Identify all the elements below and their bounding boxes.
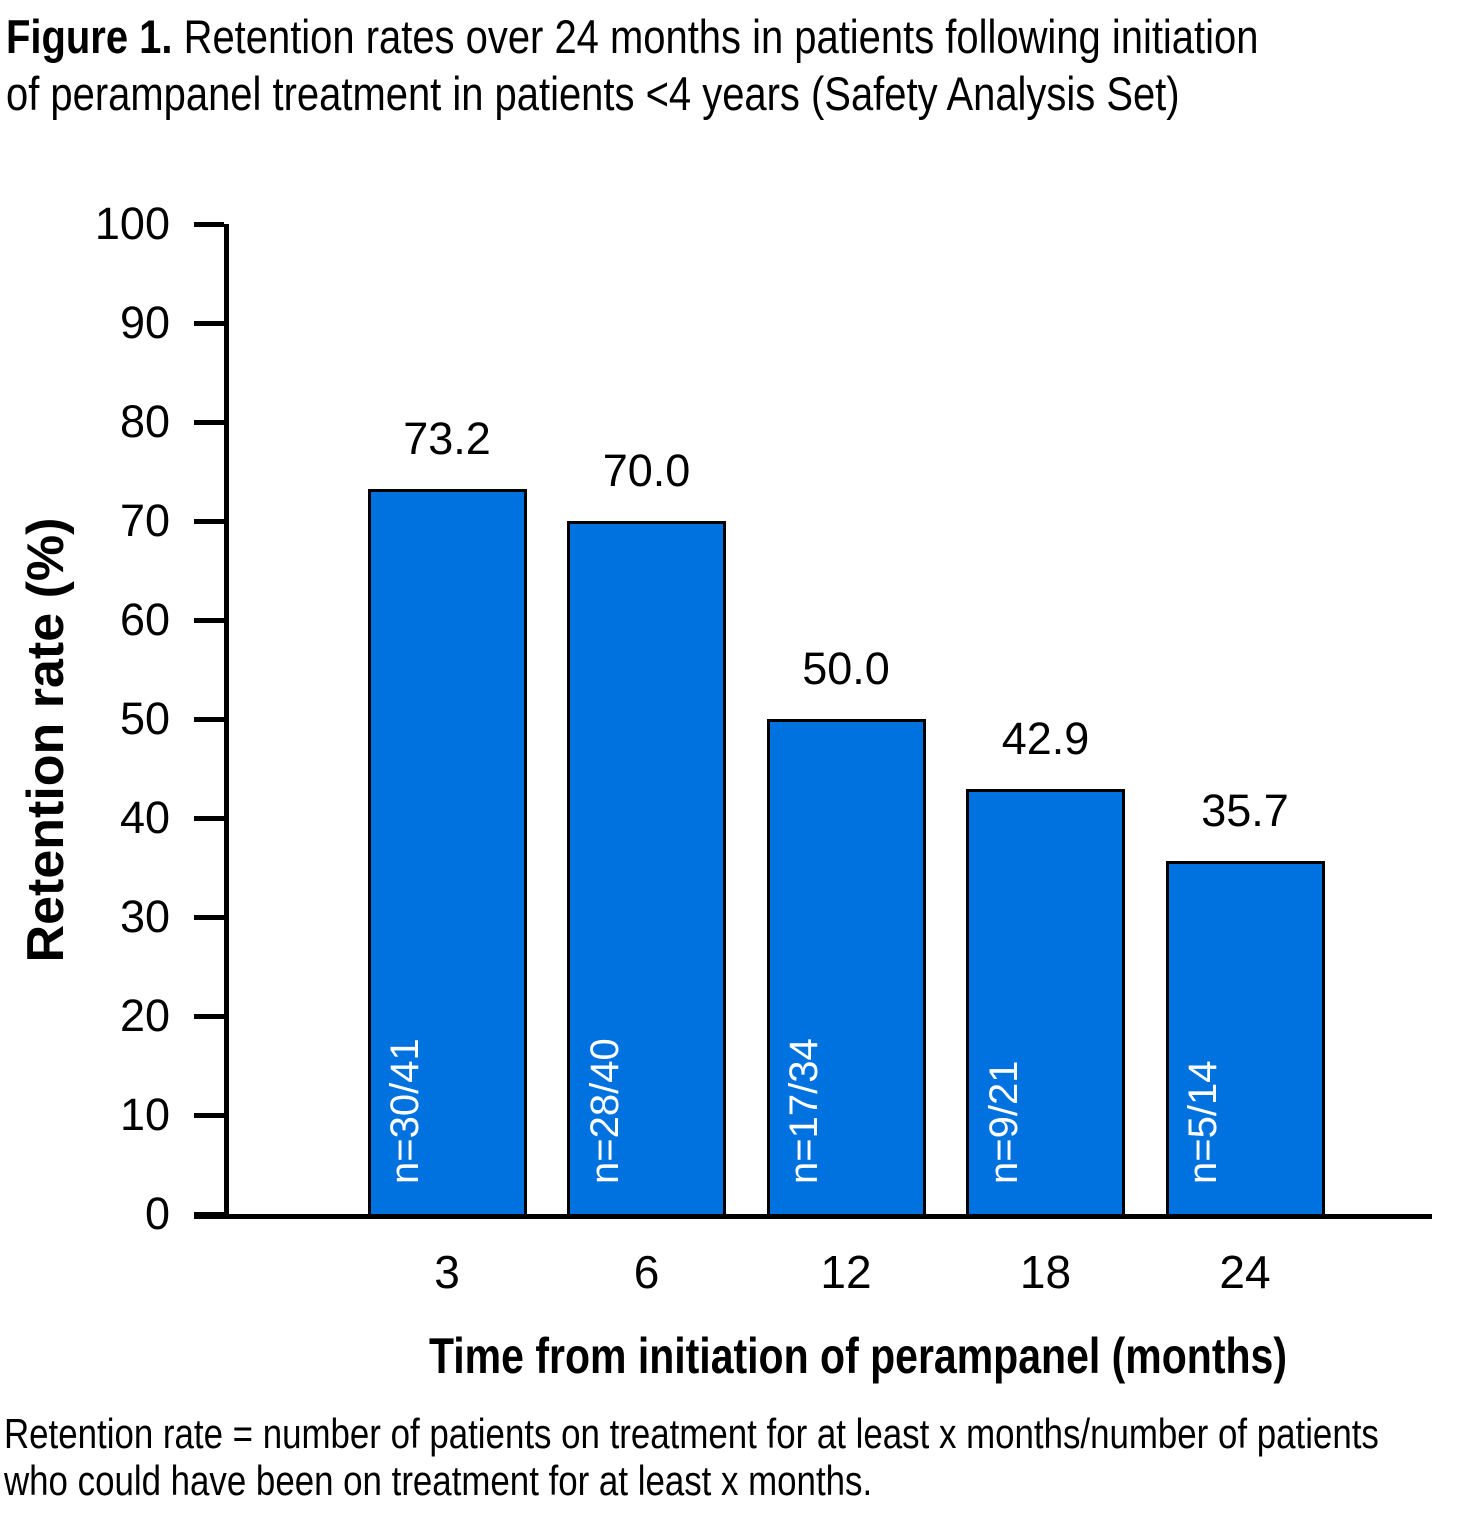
y-tick-label: 40: [119, 792, 170, 843]
y-tick: [194, 320, 224, 326]
x-tick-label: 3: [434, 1246, 460, 1298]
y-tick: [194, 1211, 224, 1217]
bar-n-label-wrap: n=17/34: [782, 1038, 971, 1184]
y-tick-label: 60: [119, 594, 170, 645]
y-tick-label: 10: [119, 1089, 170, 1140]
bar-n-label: n=17/34: [782, 1038, 826, 1184]
x-tick-label: 24: [1219, 1246, 1271, 1298]
y-tick-label: 30: [119, 891, 170, 942]
bar-n-label-wrap: n=9/21: [982, 1061, 1148, 1184]
figure-title-line2: of perampanel treatment in patients <4 y…: [6, 67, 1180, 120]
figure-title-text: Retention rates over 24 months in patien…: [172, 10, 1259, 63]
y-tick: [194, 518, 224, 524]
bar-6-months: [567, 521, 726, 1214]
bar-n-label-wrap: n=28/40: [583, 1038, 772, 1184]
footnote: Retention rate = number of patients on t…: [4, 1410, 1465, 1504]
x-tick-label: 12: [820, 1246, 872, 1298]
y-tick: [194, 617, 224, 623]
bar-value-label: 42.9: [1001, 713, 1090, 765]
y-tick-label: 80: [119, 396, 170, 447]
bar-value-label: 50.0: [802, 643, 890, 694]
footnote-line1: Retention rate = number of patients on t…: [4, 1410, 1379, 1457]
y-tick: [194, 419, 224, 425]
y-tick: [194, 914, 224, 920]
y-tick-label: 70: [119, 495, 170, 546]
bar-n-label: n=9/21: [981, 1060, 1026, 1184]
y-tick: [194, 1013, 224, 1019]
y-tick: [194, 221, 224, 227]
bar-n-label-wrap: n=30/41: [383, 1038, 572, 1184]
bar-3-months: [367, 489, 527, 1214]
bar-24-months: [1165, 860, 1325, 1214]
y-tick: [194, 1112, 224, 1118]
bar-chart-plot-area: 0 10 20 30 40 50 60 70 80 90 100 73.2 n=30/41 3 70.0 n=…: [95, 198, 1432, 1298]
bar-value-label: 70.0: [602, 445, 691, 496]
x-axis-line: [194, 1214, 1432, 1219]
y-tick: [194, 815, 224, 821]
y-tick-label: 20: [119, 990, 170, 1041]
bar-value-label: 35.7: [1201, 784, 1289, 836]
bar-n-label: n=28/40: [582, 1038, 627, 1184]
figure-number: Figure 1.: [6, 10, 173, 63]
footnote-line2: who could have been on treatment for at …: [4, 1457, 873, 1504]
figure-title: Figure 1. Retention rates over 24 months…: [6, 8, 1465, 122]
bar-n-label: n=30/41: [383, 1038, 427, 1184]
y-tick-label: 50: [119, 693, 170, 744]
figure-title-line1: Figure 1. Retention rates over 24 months…: [6, 8, 1258, 65]
x-axis-title: Time from initiation of perampanel (mont…: [335, 1328, 1381, 1384]
bar-n-label-wrap: n=5/14: [1181, 1061, 1347, 1184]
y-tick-label: 0: [144, 1188, 170, 1239]
bar-18-months: [966, 789, 1125, 1214]
bar-n-label: n=5/14: [1181, 1060, 1225, 1184]
y-tick-label: 100: [94, 198, 170, 249]
y-tick-label: 90: [119, 297, 170, 348]
bar-12-months: [766, 719, 926, 1214]
y-axis-line: [224, 224, 229, 1214]
x-axis-title-text: Time from initiation of perampanel (mont…: [428, 1328, 1288, 1384]
bar-value-label: 73.2: [403, 413, 491, 465]
x-tick-label: 18: [1019, 1246, 1072, 1298]
x-tick-label: 6: [633, 1246, 660, 1298]
y-tick: [194, 716, 224, 722]
